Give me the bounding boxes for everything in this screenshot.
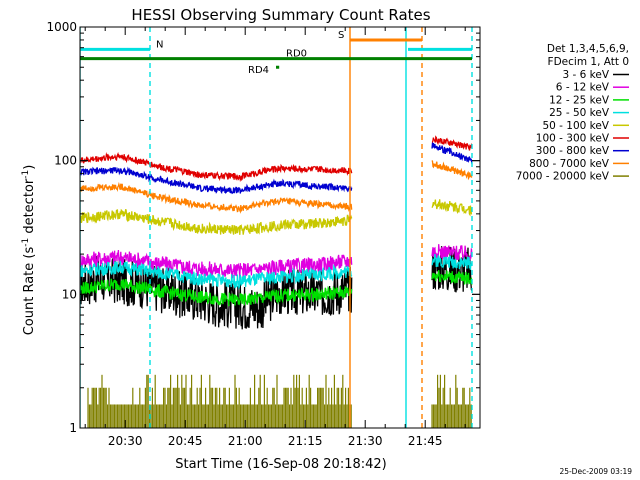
flag-n-label: N <box>156 39 163 50</box>
legend-entry-label: 3 - 6 keV <box>562 69 609 81</box>
series-4-line-1 <box>431 199 473 217</box>
series-0-line-0 <box>80 255 353 330</box>
legend-entry-label: 7000 - 20000 keV <box>516 171 610 183</box>
x-tick-label: 20:45 <box>168 434 203 448</box>
flag-rd0-label: RD0 <box>286 49 307 60</box>
x-axis-label: Start Time (16-Sep-08 20:18:42) <box>175 457 386 472</box>
series-1-line-0 <box>80 249 353 279</box>
series-7-line-0 <box>80 181 353 214</box>
x-tick-label: 21:15 <box>288 434 323 448</box>
x-tick-label: 21:30 <box>348 434 383 448</box>
x-tick-label: 20:30 <box>108 434 143 448</box>
y-tick-label: 10 <box>62 287 77 301</box>
legend-header-line-2: FDecim 1, Att 0 <box>548 56 629 68</box>
legend: Det 1,3,4,5,6,9, FDecim 1, Att 0 3 - 6 k… <box>516 43 629 183</box>
legend-entry-label: 50 - 100 keV <box>542 120 609 132</box>
legend-entry-label: 6 - 12 keV <box>556 82 610 94</box>
y-tick-label: 100 <box>54 154 77 168</box>
y-tick-label: 1000 <box>46 20 77 34</box>
series-2-line-1 <box>431 270 473 285</box>
series-3-line-1 <box>431 254 473 270</box>
plot-area: N S RD0 RD4 1 10 100 1000 20:30 20:45 21:00 21:15 21… <box>46 20 481 448</box>
series-6-line-0 <box>80 166 353 195</box>
flag-s-label: S <box>338 30 344 41</box>
plot-inner <box>80 27 473 428</box>
legend-entry-label: 100 - 300 keV <box>536 133 610 145</box>
footer-date: 25-Dec-2009 03:19 <box>559 467 632 476</box>
legend-entry-label: 12 - 25 keV <box>549 94 610 106</box>
y-tick-label: 1 <box>69 421 77 435</box>
series-7-line-1 <box>431 160 473 181</box>
flag-rd4-label: RD4 <box>248 65 269 76</box>
series-8-trace <box>87 374 472 428</box>
chart-title: HESSI Observing Summary Count Rates <box>131 6 430 24</box>
series-5-line-1 <box>431 135 473 151</box>
y-axis-label: Count Rate (s-1 detector-1) <box>21 165 37 336</box>
legend-entry-label: 800 - 7000 keV <box>529 158 610 170</box>
x-tick-label: 21:00 <box>228 434 263 448</box>
series-5-line-0 <box>80 151 353 183</box>
series-4-line-0 <box>80 208 353 235</box>
plot-frame <box>79 26 481 429</box>
legend-entry-label: 25 - 50 keV <box>549 107 610 119</box>
series-3-line-0 <box>80 260 353 290</box>
x-tick-label: 21:45 <box>408 434 443 448</box>
legend-entry-label: 300 - 800 keV <box>536 145 610 157</box>
legend-header-line-1: Det 1,3,4,5,6,9, <box>547 43 629 55</box>
series-1-line-1 <box>431 244 473 262</box>
series-2-line-0 <box>80 278 353 307</box>
series-6-line-1 <box>431 142 473 164</box>
